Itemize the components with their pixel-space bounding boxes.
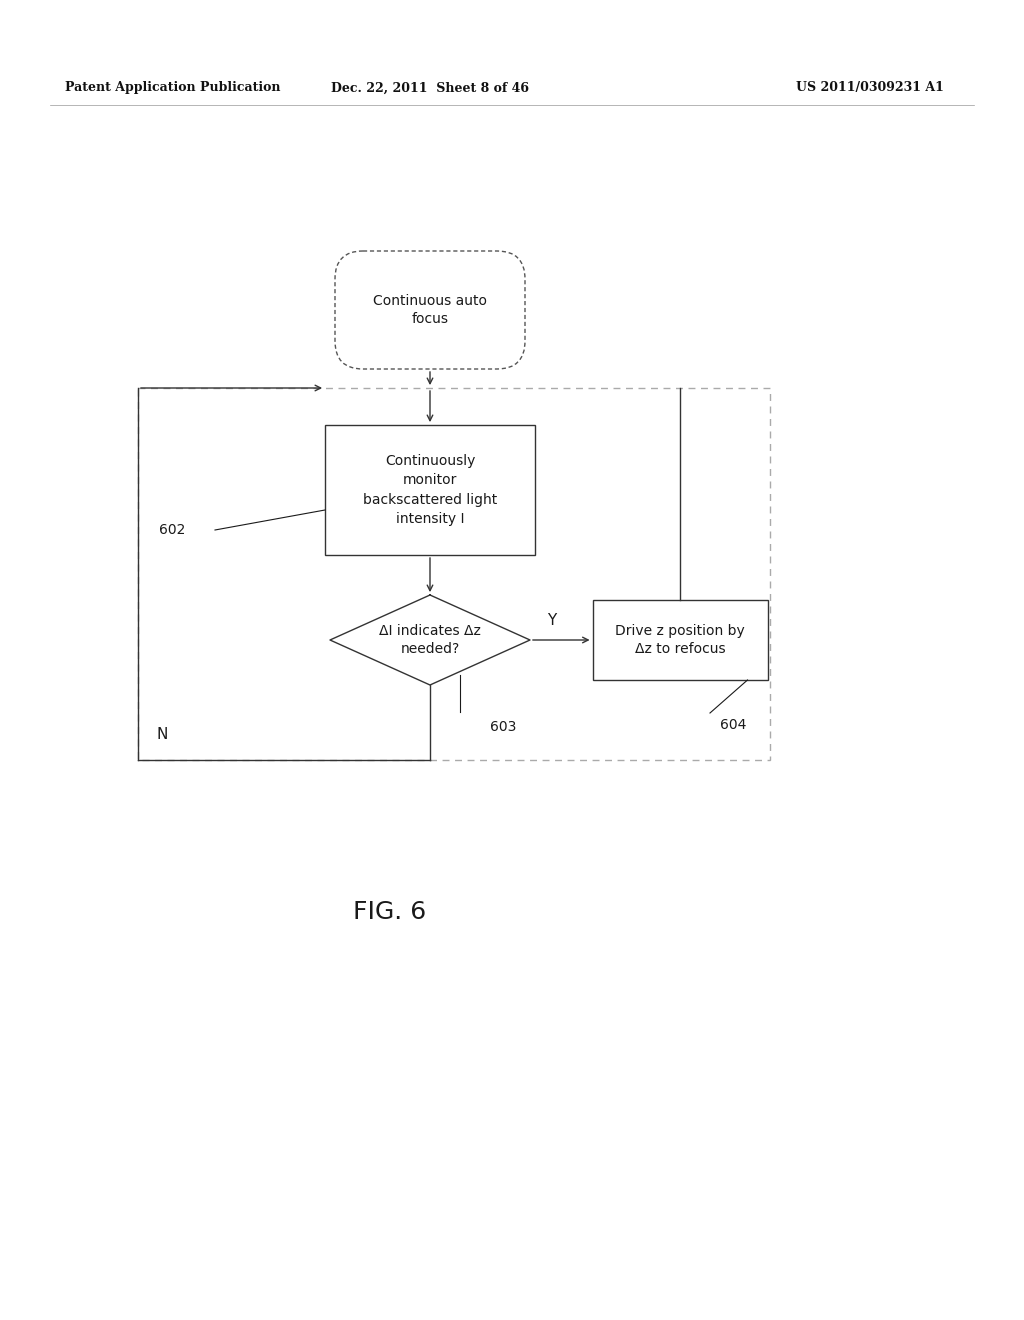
Text: ΔI indicates Δz
needed?: ΔI indicates Δz needed?: [379, 624, 481, 656]
Text: 604: 604: [720, 718, 746, 733]
Text: Dec. 22, 2011  Sheet 8 of 46: Dec. 22, 2011 Sheet 8 of 46: [331, 82, 529, 95]
Text: N: N: [156, 727, 167, 742]
Text: 602: 602: [159, 523, 185, 537]
Text: Patent Application Publication: Patent Application Publication: [65, 82, 281, 95]
Text: Drive z position by
Δz to refocus: Drive z position by Δz to refocus: [615, 624, 744, 656]
FancyBboxPatch shape: [335, 251, 525, 370]
Text: FIG. 6: FIG. 6: [353, 900, 427, 924]
Polygon shape: [330, 595, 530, 685]
Text: Continuous auto
focus: Continuous auto focus: [373, 294, 487, 326]
Text: Continuously
monitor
backscattered light
intensity I: Continuously monitor backscattered light…: [362, 454, 497, 527]
Text: US 2011/0309231 A1: US 2011/0309231 A1: [796, 82, 944, 95]
Bar: [138, 388, 770, 760]
Text: 603: 603: [490, 719, 516, 734]
Bar: [325, 425, 535, 554]
Text: Y: Y: [547, 612, 556, 628]
Bar: [593, 601, 768, 680]
